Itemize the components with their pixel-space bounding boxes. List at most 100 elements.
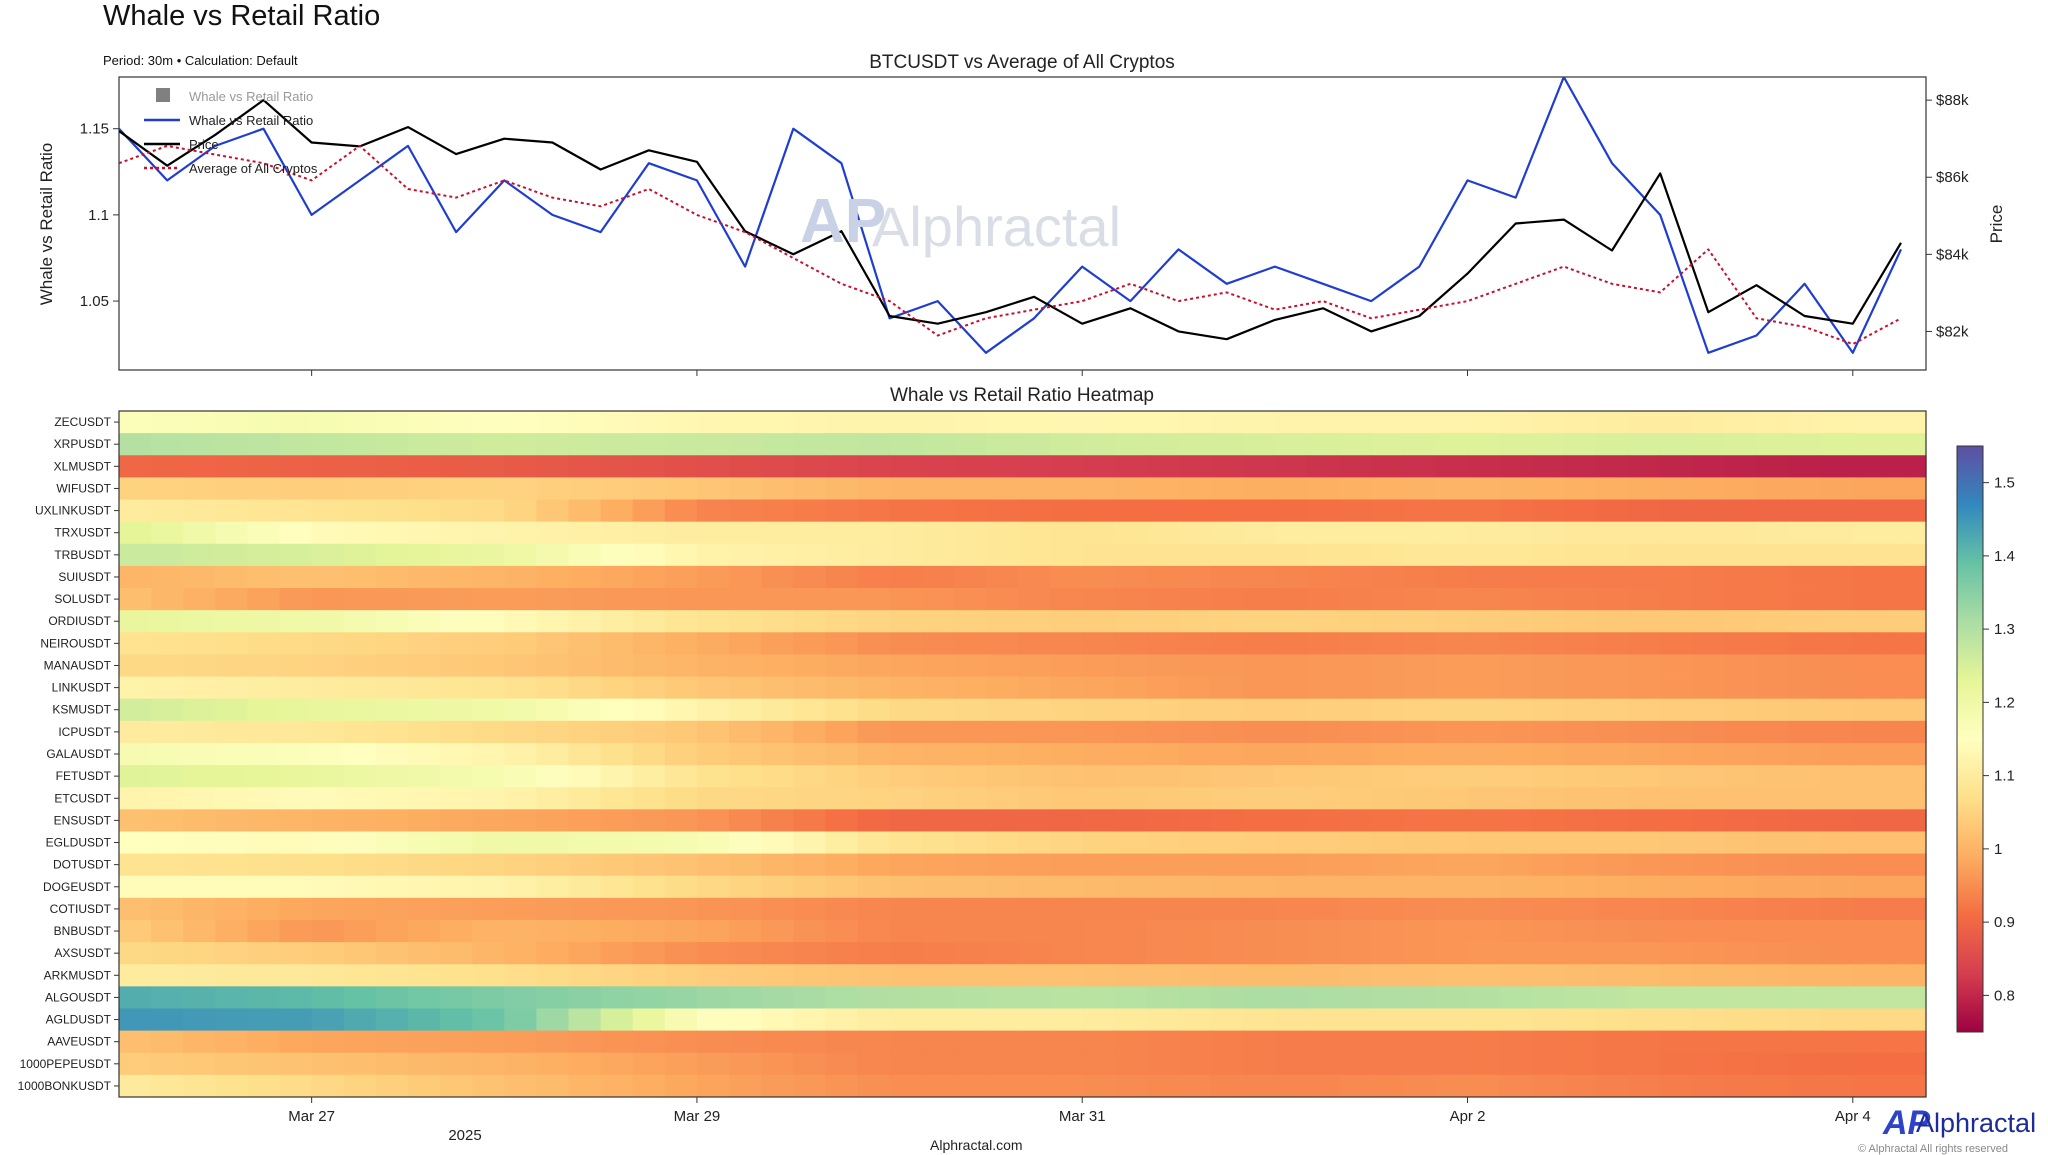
heatmap-cell [375, 964, 409, 987]
heatmap-cell [1274, 411, 1308, 434]
heatmap-cell [1114, 499, 1148, 523]
heatmap-cell [889, 654, 923, 677]
heatmap-cell [1563, 919, 1597, 943]
heatmap-cell [472, 455, 505, 478]
heatmap-cell [889, 521, 923, 545]
heatmap-cell [632, 742, 666, 766]
heatmap-cell [215, 588, 249, 611]
heatmap-cell [183, 676, 216, 700]
heatmap-cell [696, 897, 730, 921]
heatmap-cell [1306, 588, 1340, 611]
heatmap-cell [1889, 831, 1903, 854]
heatmap-cell [985, 1052, 1019, 1076]
heatmap-cell [761, 676, 794, 700]
heatmap-cell [1889, 897, 1903, 921]
heatmap-cell [1146, 765, 1180, 788]
heatmap-cell [1531, 543, 1565, 567]
heatmap-cell [1901, 499, 1915, 523]
heatmap-cell [1660, 477, 1693, 500]
heatmap-cell [504, 787, 537, 810]
heatmap-cell [857, 565, 891, 589]
heatmap-cell [1628, 1008, 1661, 1032]
heatmap-cell [921, 853, 955, 877]
heatmap-cell [664, 986, 698, 1009]
heatmap-cell [279, 853, 313, 877]
heatmap-cell [825, 654, 859, 677]
heatmap-cell [1913, 654, 1927, 677]
heatmap-cell [729, 433, 762, 456]
heatmap-cell [985, 986, 1019, 1009]
brand-name: Alphractal [1916, 1108, 2037, 1138]
heatmap-cell [696, 499, 730, 523]
heatmap-cell [1788, 986, 1822, 1009]
heatmap-row-label: MANAUSDT [44, 658, 112, 672]
heatmap-cell [1788, 875, 1822, 899]
heatmap-cell [1467, 610, 1501, 633]
heatmap-cell [407, 1008, 441, 1032]
heatmap-cell [921, 543, 955, 567]
heatmap-cell [472, 919, 505, 943]
heatmap-cell [536, 831, 570, 854]
heatmap-cell [568, 765, 602, 788]
heatmap-cell [1788, 809, 1822, 832]
heatmap-cell [1274, 698, 1308, 722]
heatmap-cell [1901, 787, 1915, 810]
heatmap-cell [407, 499, 441, 523]
heatmap-cell [664, 632, 698, 655]
heatmap-cell [1889, 1074, 1903, 1098]
heatmap-cell [1467, 897, 1501, 921]
heatmap-cell [632, 942, 666, 965]
heatmap-cell [375, 831, 409, 854]
heatmap-cell [1865, 676, 1878, 700]
heatmap-cell [1306, 809, 1340, 832]
heatmap-cell [1114, 521, 1148, 545]
heatmap-cell [1018, 919, 1051, 943]
heatmap-cell [1852, 632, 1866, 655]
heatmap-cell [247, 588, 281, 611]
heatmap-cell [536, 897, 570, 921]
heatmap-cell [1403, 610, 1436, 633]
heatmap-cell [1467, 477, 1501, 500]
heatmap-cell [1724, 742, 1758, 766]
heatmap-cell [1210, 765, 1244, 788]
heatmap-cell [1306, 787, 1340, 810]
heatmap-cell [1306, 499, 1340, 523]
heatmap-cell [1563, 986, 1597, 1009]
heatmap-cell [215, 499, 249, 523]
heatmap-cell [953, 610, 987, 633]
heatmap-cell [1146, 698, 1180, 722]
heatmap-cell [696, 521, 730, 545]
heatmap-cell [1178, 809, 1212, 832]
heatmap-cell [1852, 588, 1866, 611]
heatmap-cell [1403, 765, 1436, 788]
heatmap-cell [600, 521, 634, 545]
heatmap-cell [1178, 698, 1212, 722]
heatmap-cell [1595, 411, 1629, 434]
heatmap-cell [311, 521, 345, 545]
heatmap-cell [1531, 742, 1565, 766]
heatmap-cell [600, 897, 634, 921]
heatmap-cell [504, 676, 537, 700]
heatmap-cell [729, 654, 762, 677]
heatmap-cell [1242, 1052, 1276, 1076]
heatmap-cell [600, 499, 634, 523]
heatmap-cell [1339, 477, 1372, 500]
heatmap-cell [664, 831, 698, 854]
footer-site[interactable]: Alphractal.com [930, 1137, 1023, 1153]
heatmap-cell [1901, 1052, 1915, 1076]
heatmap-cell [1820, 919, 1854, 943]
heatmap-cell [600, 1074, 634, 1098]
heatmap-cell [664, 897, 698, 921]
heatmap-cell [761, 809, 794, 832]
heatmap-cell [1499, 942, 1533, 965]
heatmap-cell [504, 632, 537, 655]
heatmap-cell [632, 411, 666, 434]
heatmap-cell [1435, 433, 1469, 456]
heatmap-cell [729, 742, 762, 766]
heatmap-cell [1082, 1074, 1115, 1098]
heatmap-cell [215, 1030, 249, 1054]
heatmap-cell [311, 787, 345, 810]
heatmap-cell [1889, 809, 1903, 832]
heatmap-cell [1628, 610, 1661, 633]
heatmap-cell [921, 433, 955, 456]
